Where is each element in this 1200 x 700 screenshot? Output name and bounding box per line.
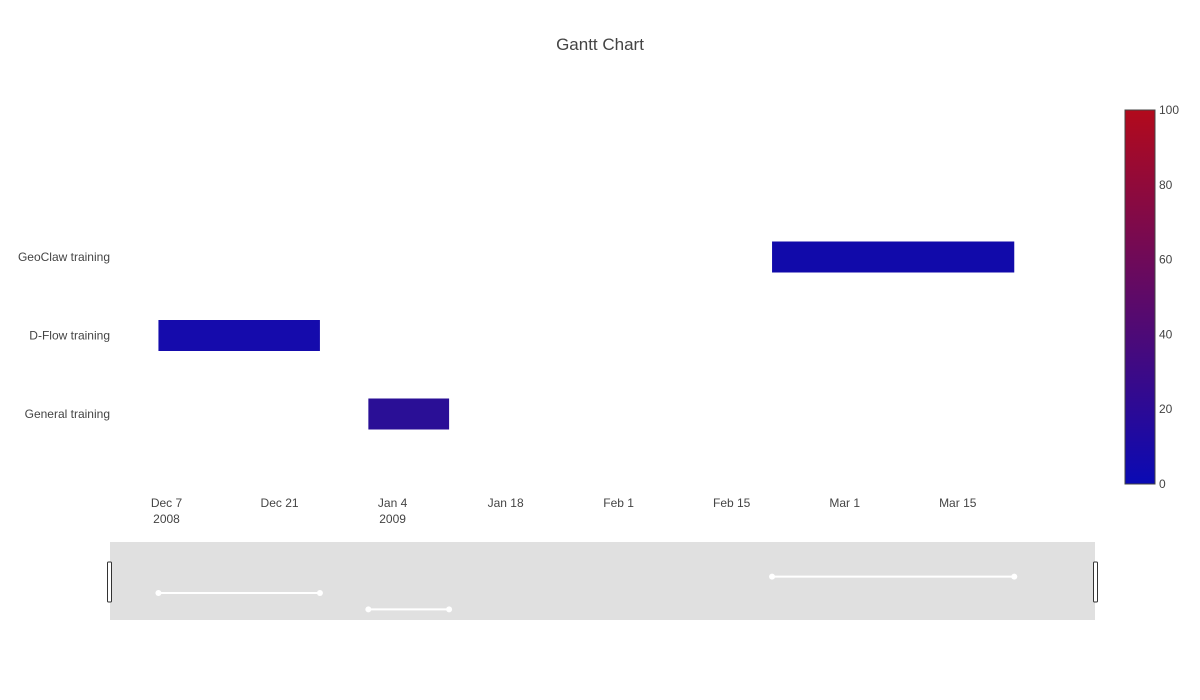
y-axis-labels: General training D-Flow training GeoClaw t… xyxy=(18,250,110,421)
range-slider-trace-point xyxy=(769,573,776,580)
x-tick-label: Mar 1 xyxy=(829,496,860,510)
range-slider-trace-point xyxy=(1011,573,1018,580)
task-bar xyxy=(158,320,320,351)
x-axis-ticks: Dec 7 2008 Dec 21 Jan 4 2009 Jan 18 Feb 1 Feb 1… xyxy=(151,496,977,526)
x-tick-label: Jan 4 xyxy=(378,496,408,510)
range-slider-trace-point xyxy=(316,590,323,597)
colorbar-tick-label: 0 xyxy=(1159,477,1166,491)
colorbar-gradient xyxy=(1124,109,1156,485)
colorbar-tick-label: 40 xyxy=(1159,327,1173,341)
y-label: GeoClaw training xyxy=(18,250,110,264)
x-tick-label: Feb 1 xyxy=(603,496,634,510)
range-slider-right-handle[interactable] xyxy=(1093,561,1098,603)
range-slider-trace-point xyxy=(155,590,162,597)
range-slider-trace-point xyxy=(446,606,453,613)
chart-title: Gantt Chart xyxy=(556,35,644,54)
x-tick-label: Dec 21 xyxy=(261,496,299,510)
x-tick-label: Dec 7 xyxy=(151,496,183,510)
range-slider-trace-point xyxy=(365,606,372,613)
x-tick-label: Mar 15 xyxy=(939,496,977,510)
task-bar xyxy=(368,398,450,430)
x-tick-year-label: 2009 xyxy=(379,512,406,526)
task-bar xyxy=(772,241,1015,273)
range-slider-background[interactable] xyxy=(110,542,1095,620)
range-slider-traces xyxy=(155,573,1018,613)
x-tick-year-label: 2008 xyxy=(153,512,180,526)
colorbar-tick-label: 60 xyxy=(1159,253,1173,267)
colorbar-tick-label: 100 xyxy=(1159,103,1179,117)
colorbar-ticks: 0 20 40 60 80 100 xyxy=(1159,103,1179,491)
x-tick-label: Jan 18 xyxy=(488,496,524,510)
range-slider[interactable] xyxy=(107,542,1098,620)
y-label: General training xyxy=(25,407,110,421)
task-bars xyxy=(158,241,1015,430)
x-tick-label: Feb 15 xyxy=(713,496,751,510)
colorbar: 0 20 40 60 80 100 xyxy=(1124,103,1179,491)
colorbar-tick-label: 80 xyxy=(1159,178,1173,192)
y-label: D-Flow training xyxy=(29,329,110,343)
colorbar-tick-label: 20 xyxy=(1159,402,1173,416)
range-slider-left-handle[interactable] xyxy=(107,561,112,603)
